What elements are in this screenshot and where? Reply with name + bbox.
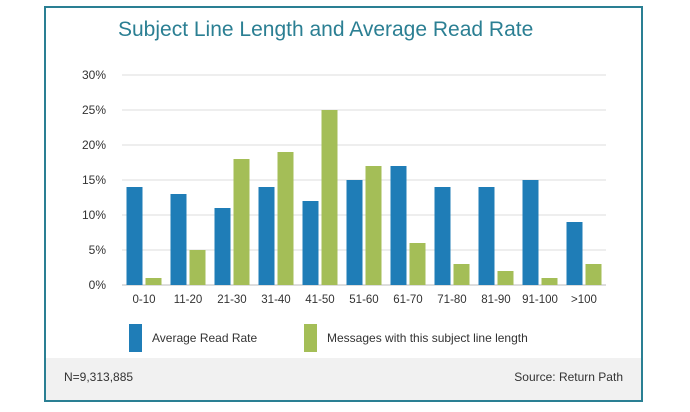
bar-messages <box>145 278 162 285</box>
bar-messages <box>409 243 426 285</box>
x-tick-label: 71-80 <box>437 294 466 306</box>
bar-messages <box>321 110 338 285</box>
y-tick-label: 5% <box>89 243 107 257</box>
x-tick-label: 51-60 <box>349 294 378 306</box>
bar-read-rate <box>346 180 363 285</box>
bar-messages <box>365 166 382 285</box>
x-tick-label: 81-90 <box>481 294 510 306</box>
bar-chart: 0% 5% 10% 15% 20% 25% 30% 0-10 11-20 21-30 31-40 4… <box>82 68 606 306</box>
y-tick-label: 30% <box>82 68 106 82</box>
bar-read-rate <box>566 222 583 285</box>
y-tick-label: 25% <box>82 103 106 117</box>
bar-read-rate <box>478 187 495 285</box>
legend-swatch-read-rate <box>129 324 142 352</box>
y-tick-label: 10% <box>82 208 106 222</box>
bar-messages <box>453 264 470 285</box>
y-tick-label: 0% <box>89 278 107 292</box>
footer-bar: N=9,313,885 Source: Return Path <box>46 358 641 400</box>
x-tick-label: 41-50 <box>305 294 334 306</box>
bar-messages <box>277 152 294 285</box>
y-tick-labels: 0% 5% 10% 15% 20% 25% 30% <box>82 68 106 292</box>
x-tick-label: 61-70 <box>393 294 422 306</box>
legend: Average Read Rate Messages with this sub… <box>46 324 641 354</box>
bar-read-rate <box>390 166 407 285</box>
bar-read-rate <box>126 187 143 285</box>
x-tick-label: 0-10 <box>132 294 155 306</box>
x-tick-label: 91-100 <box>522 294 558 306</box>
x-tick-label: 21-30 <box>217 294 246 306</box>
y-tick-label: 20% <box>82 138 106 152</box>
bar-read-rate <box>434 187 451 285</box>
bars <box>126 110 602 285</box>
y-tick-label: 15% <box>82 173 106 187</box>
x-tick-label: 31-40 <box>261 294 290 306</box>
bar-read-rate <box>522 180 539 285</box>
bar-read-rate <box>214 208 231 285</box>
bar-messages <box>189 250 206 285</box>
bar-messages <box>585 264 602 285</box>
bar-read-rate <box>258 187 275 285</box>
bar-messages <box>497 271 514 285</box>
bar-read-rate <box>302 201 319 285</box>
x-tick-labels: 0-10 11-20 21-30 31-40 41-50 51-60 61-70 71-80 8… <box>132 294 596 306</box>
chart-frame: Subject Line Length and Average Read Rat… <box>44 6 643 402</box>
bar-messages <box>233 159 250 285</box>
source-note: Source: Return Path <box>514 370 623 384</box>
sample-size-note: N=9,313,885 <box>64 370 134 384</box>
legend-label-read-rate: Average Read Rate <box>152 331 258 345</box>
x-tick-label: >100 <box>571 294 597 306</box>
bar-read-rate <box>170 194 187 285</box>
bar-messages <box>541 278 558 285</box>
chart-title: Subject Line Length and Average Read Rat… <box>118 18 534 41</box>
legend-swatch-messages <box>304 324 317 352</box>
x-tick-label: 11-20 <box>174 294 203 306</box>
legend-label-messages: Messages with this subject line length <box>327 331 528 345</box>
